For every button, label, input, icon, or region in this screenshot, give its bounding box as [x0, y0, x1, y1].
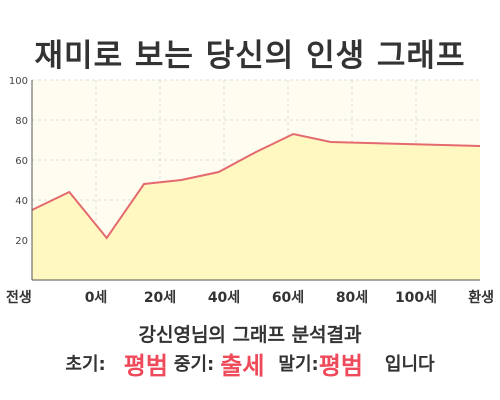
y-tick-label: 20	[15, 236, 28, 247]
mid-label: 중기:	[173, 354, 215, 375]
x-tick-label: 환생	[468, 289, 494, 306]
early-label: 초기:	[65, 354, 106, 375]
x-tick-label: 80세	[336, 290, 368, 306]
x-tick-label: 100세	[395, 290, 437, 306]
late-label: 말기:	[278, 354, 319, 375]
result-ending: 입니다	[384, 354, 435, 375]
early-value: 평범	[123, 351, 168, 380]
y-tick-labels: 20 40 60 80 100	[9, 76, 28, 247]
x-tick-label: 전생	[6, 289, 32, 306]
late-value: 평범	[318, 351, 363, 380]
series-line	[31, 132, 481, 240]
y-tick-label: 40	[15, 196, 28, 207]
x-tick-label: 0세	[85, 290, 108, 306]
x-tick-labels: 전생 0세 20세 40세 60세 80세 100세 환생	[6, 289, 494, 306]
result-line: 초기: 평범 중기: 출세 말기: 평범 입니다	[0, 346, 500, 380]
mid-value: 출세	[220, 351, 265, 380]
series-area	[32, 134, 480, 280]
life-graph-chart: 20 40 60 80 100 전생 0세 20세 40세 60세 80세 100세 환생	[6, 76, 494, 306]
result-heading: 강신영님의 그래프 분석결과	[138, 324, 362, 346]
x-tick-label: 40세	[208, 290, 240, 306]
y-tick-label: 100	[9, 76, 28, 87]
x-tick-label: 60세	[272, 290, 304, 306]
x-tick-label: 20세	[144, 290, 176, 306]
chart-title: 재미로 보는 당신의 인생 그래프	[34, 38, 466, 74]
y-tick-label: 60	[15, 156, 28, 167]
y-tick-label: 80	[15, 116, 28, 127]
